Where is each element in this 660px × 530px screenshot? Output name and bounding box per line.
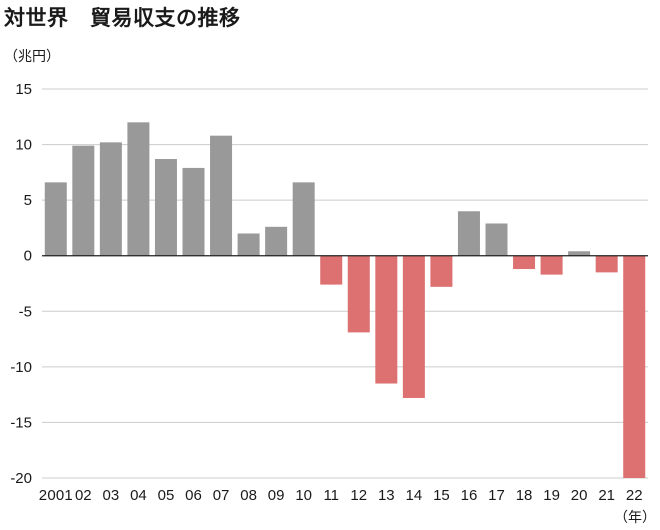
x-tick-label: 17 — [488, 487, 505, 504]
y-axis-unit: （兆円） — [4, 49, 60, 65]
x-tick-label: 20 — [571, 487, 588, 504]
x-tick-label: 12 — [350, 487, 367, 504]
bar-08 — [237, 233, 260, 256]
bar-19 — [540, 255, 563, 275]
bar-16 — [457, 211, 480, 256]
x-tick-label: 18 — [516, 487, 533, 504]
bar-02 — [72, 145, 95, 256]
x-tick-label: 05 — [158, 487, 175, 504]
bar-22 — [623, 255, 646, 478]
y-tick-label: -15 — [10, 414, 32, 431]
x-axis-unit: （年） — [614, 510, 656, 526]
y-tick-label: 10 — [15, 137, 32, 154]
y-tick-label: 5 — [24, 192, 32, 209]
y-tick-label: 15 — [15, 81, 32, 98]
bar-21 — [595, 255, 618, 273]
y-tick-label: 0 — [24, 248, 32, 265]
x-tick-label: 06 — [185, 487, 202, 504]
bar-14 — [402, 255, 425, 398]
y-tick-label: -20 — [10, 470, 32, 487]
y-tick-label: -10 — [10, 359, 32, 376]
x-tick-label: 11 — [323, 487, 339, 504]
bar-18 — [513, 255, 536, 270]
bar-10 — [292, 182, 315, 256]
bar-15 — [430, 255, 453, 287]
x-tick-label: 10 — [295, 487, 312, 504]
bar-12 — [347, 255, 370, 333]
x-tick-label: 03 — [103, 487, 120, 504]
chart-title: 対世界 貿易収支の推移 — [4, 6, 241, 30]
bar-20 — [568, 251, 591, 256]
x-tick-label: 16 — [461, 487, 478, 504]
y-tick-label: -5 — [19, 303, 32, 320]
x-tick-label: 2001 — [39, 487, 73, 504]
bar-17 — [485, 223, 508, 256]
bar-04 — [127, 122, 150, 256]
bar-2001 — [44, 182, 67, 256]
x-tick-label: 07 — [213, 487, 230, 504]
bar-03 — [99, 142, 122, 256]
x-tick-label: 09 — [268, 487, 285, 504]
x-tick-label: 21 — [598, 487, 615, 504]
x-tick-label: 19 — [543, 487, 560, 504]
x-tick-label: 13 — [378, 487, 395, 504]
bar-05 — [154, 159, 177, 256]
x-tick-label: 04 — [130, 487, 147, 504]
x-tick-label: 14 — [406, 487, 423, 504]
bar-13 — [375, 255, 398, 384]
x-tick-label: 22 — [626, 487, 643, 504]
x-tick-label: 08 — [240, 487, 257, 504]
bar-09 — [265, 226, 288, 256]
x-tick-label: 02 — [75, 487, 92, 504]
x-tick-label: 15 — [433, 487, 450, 504]
bar-07 — [210, 135, 233, 256]
bar-11 — [320, 255, 343, 285]
bar-06 — [182, 167, 205, 256]
